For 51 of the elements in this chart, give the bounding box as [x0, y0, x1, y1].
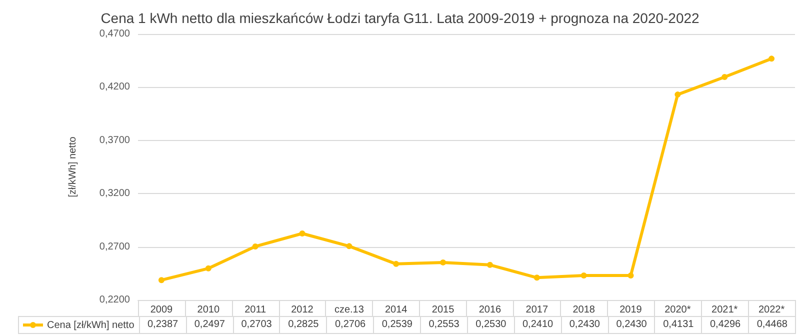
data-label: 0,2387: [140, 317, 187, 333]
data-label: 0,4131: [655, 317, 702, 333]
x-tick-label: 2015: [432, 304, 455, 316]
x-tick-label: 2011: [244, 304, 267, 316]
y-tick-label: 0,3200: [99, 188, 130, 200]
data-label: 0,2530: [468, 317, 515, 333]
x-tick-label: 2021*: [712, 304, 738, 316]
x-tick-label: 2022*: [758, 304, 785, 316]
data-label: 0,2497: [186, 317, 234, 333]
y-tick-label: 0,2200: [99, 294, 130, 306]
point: [346, 243, 352, 250]
point: [534, 274, 540, 281]
data-label: 0,2553: [421, 317, 468, 333]
x-tick-label: 2012: [291, 304, 314, 316]
point: [674, 92, 681, 98]
point: [205, 265, 212, 272]
x-tick-label: 2009: [150, 304, 174, 316]
data-label: 0,2706: [327, 317, 374, 333]
x-tick-label: cze.13: [334, 304, 364, 316]
point: [768, 56, 775, 62]
x-tick-label: 2019: [620, 304, 642, 316]
point: [393, 260, 400, 267]
point: [158, 277, 164, 284]
point: [252, 243, 258, 250]
point: [440, 259, 446, 266]
x-tick-label: 2017: [526, 304, 548, 316]
y-tick-label: 0,4200: [99, 82, 130, 93]
x-tick-label: 2018: [572, 304, 596, 316]
data-label: 0,2430: [562, 317, 609, 333]
point: [580, 272, 587, 279]
y-tick-label: 0,4700: [99, 28, 130, 40]
legend-label: Cena [zł/kWh] netto: [47, 320, 134, 330]
data-label: 0,4468: [749, 317, 796, 333]
y-tick-label: 0,3700: [99, 134, 130, 146]
data-label: 0,2410: [514, 317, 562, 333]
point: [722, 74, 728, 80]
point: [628, 272, 634, 279]
point: [486, 262, 493, 268]
data-label: 0,2430: [608, 317, 656, 333]
x-tick-label: 2016: [478, 304, 502, 316]
y-axis-title: [zł/kWh] netto: [68, 136, 78, 198]
data-label: 0,4296: [702, 317, 750, 333]
data-label: 0,2539: [374, 317, 422, 333]
x-tick-label: 2020*: [664, 304, 691, 316]
x-tick-label: 2014: [384, 304, 408, 316]
point: [299, 230, 306, 236]
data-label: 0,2703: [234, 317, 280, 333]
chart-title: Cena 1 kWh netto dla mieszkańców Łodzi taryfa G11. Lata 2009-2019 + prognoza na 2020-2022: [100, 10, 700, 26]
data-label: 0,2825: [280, 317, 328, 333]
x-tick-label: 2010: [197, 304, 220, 316]
y-tick-label: 0,2700: [99, 241, 130, 252]
